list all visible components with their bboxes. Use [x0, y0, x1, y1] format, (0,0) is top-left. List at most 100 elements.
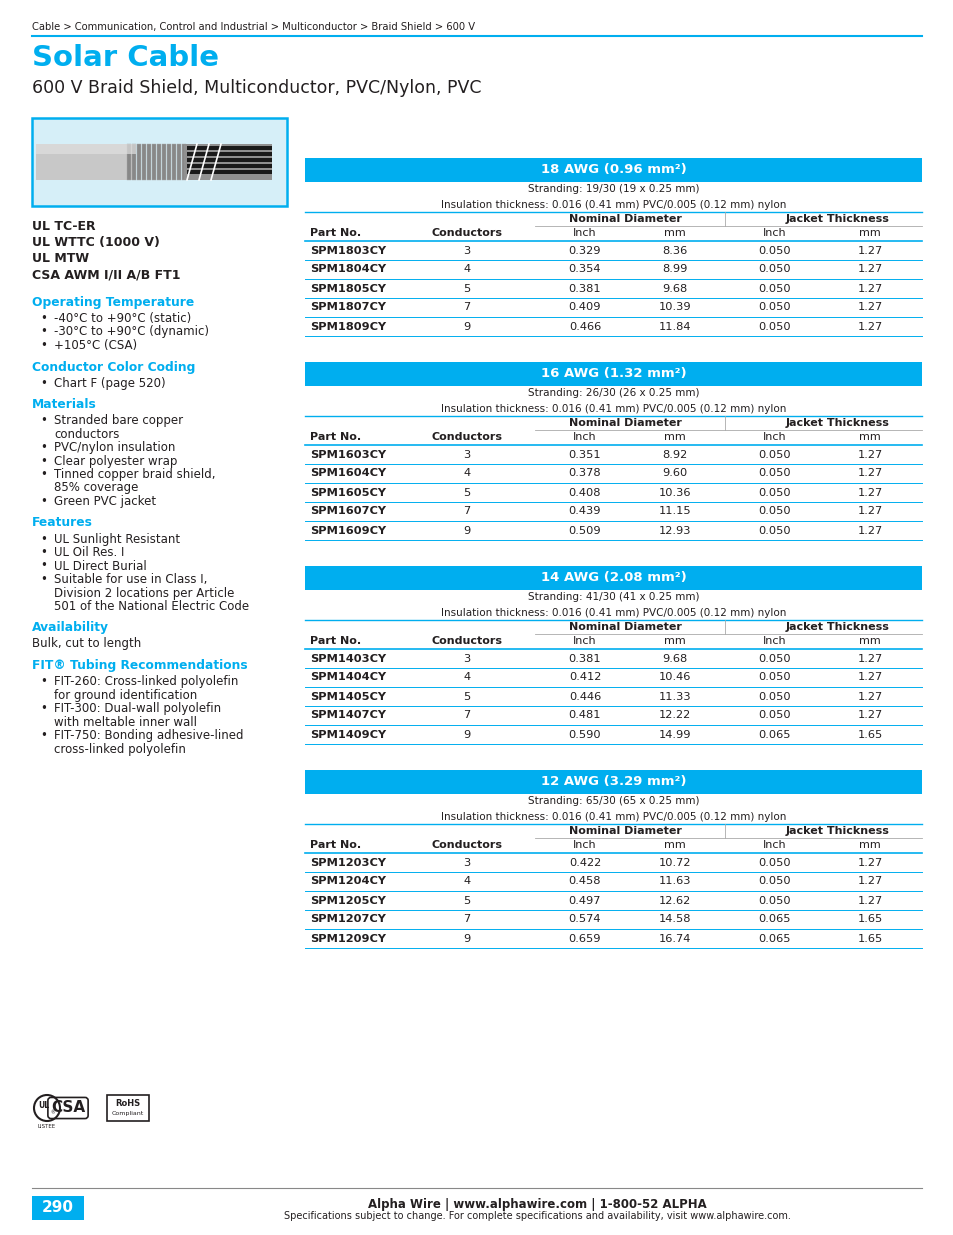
Text: •: •: [40, 326, 47, 338]
Text: 1.27: 1.27: [857, 895, 882, 905]
Text: 1.27: 1.27: [857, 653, 882, 663]
Text: 0.378: 0.378: [568, 468, 600, 478]
Text: 4: 4: [463, 468, 470, 478]
Text: 0.050: 0.050: [758, 710, 790, 720]
Text: 9.68: 9.68: [661, 653, 687, 663]
Text: 600 V Braid Shield, Multiconductor, PVC/Nylon, PVC: 600 V Braid Shield, Multiconductor, PVC/…: [32, 79, 481, 98]
Text: 1.27: 1.27: [857, 673, 882, 683]
Text: Nominal Diameter: Nominal Diameter: [568, 417, 680, 429]
Text: 0.050: 0.050: [758, 284, 790, 294]
Text: 0.050: 0.050: [758, 653, 790, 663]
Text: 1.27: 1.27: [857, 303, 882, 312]
Text: Part No.: Part No.: [310, 432, 361, 442]
Text: 16.74: 16.74: [659, 934, 691, 944]
Text: 9.68: 9.68: [661, 284, 687, 294]
Text: Insulation thickness: 0.016 (0.41 mm) PVC/0.005 (0.12 mm) nylon: Insulation thickness: 0.016 (0.41 mm) PV…: [440, 404, 785, 414]
Text: 0.050: 0.050: [758, 526, 790, 536]
Text: SPM1809CY: SPM1809CY: [310, 321, 386, 331]
Text: 0.050: 0.050: [758, 264, 790, 274]
Text: Insulation thickness: 0.016 (0.41 mm) PVC/0.005 (0.12 mm) nylon: Insulation thickness: 0.016 (0.41 mm) PV…: [440, 608, 785, 618]
Text: 501 of the National Electric Code: 501 of the National Electric Code: [54, 600, 249, 613]
Bar: [32, 1195, 84, 1220]
Text: SPM1205CY: SPM1205CY: [310, 895, 385, 905]
Bar: [167, 144, 171, 180]
Text: 12.22: 12.22: [659, 710, 690, 720]
Text: 1.27: 1.27: [857, 710, 882, 720]
Text: •: •: [40, 454, 47, 468]
Text: Features: Features: [32, 516, 92, 530]
Text: Jacket Thickness: Jacket Thickness: [784, 417, 888, 429]
Text: 8.99: 8.99: [661, 264, 687, 274]
Bar: [132, 144, 136, 180]
Text: 0.050: 0.050: [758, 692, 790, 701]
Text: 3: 3: [463, 246, 470, 256]
Text: 4: 4: [463, 264, 470, 274]
Text: 0.381: 0.381: [568, 284, 600, 294]
Text: 0.408: 0.408: [568, 488, 600, 498]
Text: 12.62: 12.62: [659, 895, 690, 905]
Text: Jacket Thickness: Jacket Thickness: [784, 214, 888, 224]
Text: +105°C (CSA): +105°C (CSA): [54, 338, 137, 352]
Bar: [162, 144, 166, 180]
Text: Nominal Diameter: Nominal Diameter: [568, 214, 680, 224]
Text: 9: 9: [463, 321, 470, 331]
Text: 3: 3: [463, 653, 470, 663]
Text: UL Oil Res. I: UL Oil Res. I: [54, 546, 124, 559]
Text: 14.99: 14.99: [659, 730, 691, 740]
Bar: [137, 144, 141, 180]
Text: 8.92: 8.92: [661, 450, 687, 459]
Text: 5: 5: [463, 488, 470, 498]
Text: 0.329: 0.329: [568, 246, 600, 256]
Text: 11.33: 11.33: [658, 692, 691, 701]
Text: •: •: [40, 676, 47, 688]
Text: 10.72: 10.72: [659, 857, 691, 867]
Text: 7: 7: [463, 506, 470, 516]
Text: UL TC-ER: UL TC-ER: [32, 220, 95, 233]
Text: 1.27: 1.27: [857, 284, 882, 294]
Text: •: •: [40, 701, 47, 715]
Text: 1.27: 1.27: [857, 506, 882, 516]
Text: Inch: Inch: [762, 841, 786, 851]
Text: 1.27: 1.27: [857, 877, 882, 887]
Text: 290: 290: [42, 1200, 74, 1215]
Text: 0.354: 0.354: [568, 264, 600, 274]
Text: Availability: Availability: [32, 621, 109, 635]
Text: SPM1609CY: SPM1609CY: [310, 526, 386, 536]
Bar: [184, 144, 272, 180]
Text: 3: 3: [463, 857, 470, 867]
Text: Materials: Materials: [32, 398, 96, 411]
Text: CSA AWM I/II A/B FT1: CSA AWM I/II A/B FT1: [32, 268, 180, 282]
Text: 0.050: 0.050: [758, 246, 790, 256]
Text: CSA: CSA: [51, 1100, 85, 1115]
Text: UL WTTC (1000 V): UL WTTC (1000 V): [32, 236, 160, 249]
Text: 9: 9: [463, 526, 470, 536]
Bar: [152, 144, 156, 180]
Text: 0.659: 0.659: [568, 934, 600, 944]
Text: Inch: Inch: [573, 841, 597, 851]
Text: •: •: [40, 338, 47, 352]
Text: Green PVC jacket: Green PVC jacket: [54, 495, 156, 508]
Text: Solar Cable: Solar Cable: [32, 44, 219, 72]
Text: •: •: [40, 532, 47, 546]
Text: 4: 4: [463, 877, 470, 887]
Text: •: •: [40, 377, 47, 389]
Text: 0.050: 0.050: [758, 303, 790, 312]
Bar: [305, 769, 921, 794]
Text: 1.27: 1.27: [857, 468, 882, 478]
Text: 0.050: 0.050: [758, 506, 790, 516]
Text: Inch: Inch: [762, 432, 786, 442]
Text: 10.46: 10.46: [659, 673, 691, 683]
Text: Bulk, cut to length: Bulk, cut to length: [32, 637, 141, 651]
Text: 0.381: 0.381: [568, 653, 600, 663]
Text: 0.050: 0.050: [758, 468, 790, 478]
Text: 5: 5: [463, 895, 470, 905]
Text: Nominal Diameter: Nominal Diameter: [568, 622, 680, 632]
Text: Nominal Diameter: Nominal Diameter: [568, 826, 680, 836]
Bar: [187, 170, 272, 174]
Text: Suitable for use in Class I,: Suitable for use in Class I,: [54, 573, 207, 585]
Text: Stranding: 41/30 (41 x 0.25 mm): Stranding: 41/30 (41 x 0.25 mm): [527, 593, 699, 603]
Text: 18 AWG (0.96 mm²): 18 AWG (0.96 mm²): [540, 163, 685, 177]
Text: FIT-260: Cross-linked polyolefin: FIT-260: Cross-linked polyolefin: [54, 676, 238, 688]
Text: 0.050: 0.050: [758, 877, 790, 887]
Bar: [172, 144, 175, 180]
